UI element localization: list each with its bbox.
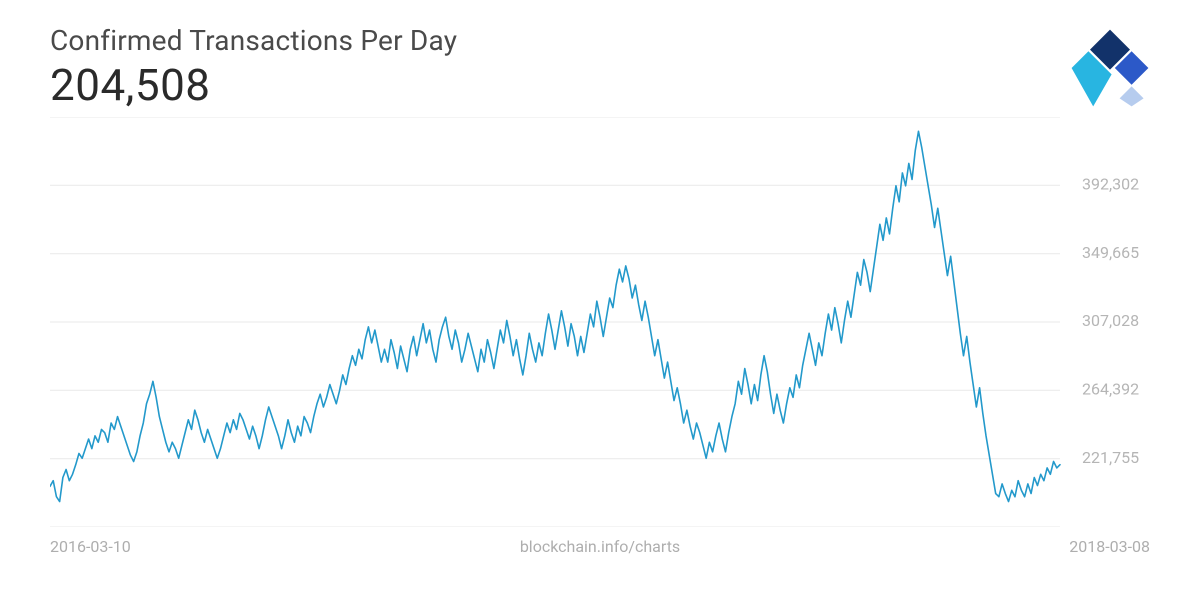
transactions-line-series	[50, 131, 1060, 501]
chart-header: Confirmed Transactions Per Day 204,508	[50, 24, 1150, 111]
chart-plot-area: 221,755 264,392 307,028 349,665 392,302	[50, 117, 1150, 527]
x-axis-end-label: 2018-03-08	[1069, 537, 1150, 556]
chart-title: Confirmed Transactions Per Day	[50, 24, 1150, 57]
y-axis-label: 221,755	[1082, 448, 1139, 467]
y-axis-label: 349,665	[1082, 243, 1139, 262]
chart-source-label: blockchain.info/charts	[520, 537, 680, 556]
y-axis-label: 307,028	[1082, 311, 1139, 330]
x-axis-start-label: 2016-03-10	[50, 537, 131, 556]
chart-footer: 2016-03-10 blockchain.info/charts 2018-0…	[50, 537, 1150, 556]
chart-container: Confirmed Transactions Per Day 204,508 2…	[0, 0, 1200, 600]
blockchain-logo-icon	[1070, 28, 1150, 108]
y-axis-label: 264,392	[1082, 380, 1139, 399]
y-axis-label: 392,302	[1082, 175, 1139, 194]
line-chart-svg: 221,755 264,392 307,028 349,665 392,302	[50, 117, 1150, 527]
logo-bottom-right-diamond	[1120, 86, 1144, 106]
chart-current-value: 204,508	[50, 59, 1150, 111]
